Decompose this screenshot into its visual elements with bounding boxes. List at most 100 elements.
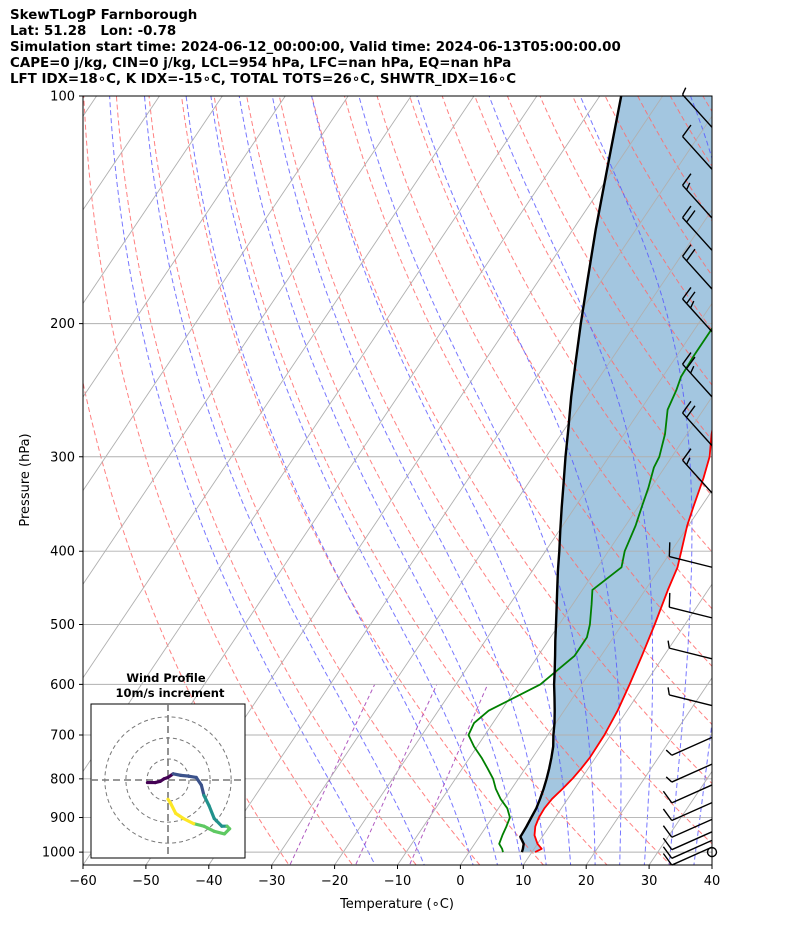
- dry-adiabat: [278, 96, 712, 845]
- title-simulation-time: Simulation start time: 2024-06-12_00:00:…: [10, 40, 621, 55]
- hodograph-trace: [168, 801, 178, 815]
- isotherm: [83, 96, 161, 211]
- barb-staff: [682, 184, 713, 219]
- wind-barb: [668, 592, 713, 619]
- barb-flag: [686, 356, 696, 370]
- x-tick-label: −20: [321, 874, 348, 889]
- isotherm: [459, 489, 712, 865]
- dry-adiabat: [778, 61, 794, 883]
- dry-adiabat: [246, 96, 672, 865]
- wind-barb: [681, 124, 713, 170]
- title-lat-lon: Lat: 51.28 Lon: -0.78: [10, 24, 177, 39]
- hodograph-trace: [207, 804, 216, 821]
- hodograph-trace: [212, 829, 227, 836]
- barb-flag: [686, 291, 696, 304]
- moist-adiabat: [210, 96, 498, 865]
- y-axis-label: Pressure (hPa): [18, 433, 33, 526]
- wind-barb: [681, 205, 713, 251]
- moist-adiabat: [358, 96, 596, 865]
- isotherm: [522, 583, 712, 865]
- y-tick-label: 200: [50, 317, 75, 332]
- temperature-line: [533, 426, 712, 853]
- dewpoint-line: [467, 327, 712, 853]
- dry-adiabat: [83, 96, 354, 865]
- barb-staff: [682, 298, 713, 333]
- dry-adiabat: [441, 96, 712, 553]
- barb-flag: [681, 400, 692, 414]
- wind-barb: [665, 763, 713, 783]
- barb-flag: [662, 790, 673, 804]
- mixing-ratio-line: [355, 684, 438, 865]
- barb-staff: [671, 736, 713, 756]
- barb-flag: [681, 173, 692, 186]
- y-tick-label: 300: [50, 450, 75, 465]
- wind-barb: [662, 846, 713, 866]
- x-tick-label: −40: [195, 874, 222, 889]
- barb-flag: [686, 248, 696, 262]
- isotherm: [334, 302, 712, 865]
- barb-flag: [689, 365, 695, 374]
- barb-staff: [682, 136, 713, 170]
- wind-barb: [681, 287, 713, 333]
- barb-staff: [671, 763, 713, 783]
- barb-staff: [671, 801, 713, 822]
- moist-adiabat: [271, 96, 547, 865]
- x-tick-label: 10: [515, 874, 532, 889]
- x-tick-label: −30: [258, 874, 285, 889]
- y-tick-label: 900: [50, 811, 75, 826]
- hodograph-trace: [202, 793, 211, 808]
- y-tick-label: 800: [50, 772, 75, 787]
- wind-barb: [681, 400, 713, 447]
- barb-flag: [662, 846, 673, 859]
- barb-staff: [671, 831, 713, 851]
- moist-adiabat: [488, 96, 654, 865]
- y-tick-label: 400: [50, 545, 75, 560]
- barb-staff: [682, 217, 713, 251]
- x-tick-label: 40: [704, 874, 721, 889]
- x-tick-label: 20: [578, 874, 595, 889]
- barb-staff: [682, 94, 713, 128]
- hodograph-trace: [166, 797, 173, 805]
- hodograph-title: Wind Profile: [126, 671, 206, 685]
- title-cape-cin: CAPE=0 j/kg, CIN=0 j/kg, LCL=954 hPa, LF…: [10, 56, 512, 71]
- moist-adiabat: [311, 96, 572, 865]
- wind-barb: [662, 784, 713, 804]
- dry-adiabat: [115, 96, 417, 865]
- barb-flag: [681, 448, 692, 461]
- barb-flag: [681, 287, 692, 300]
- parcel-line: [519, 96, 623, 853]
- wind-barb: [668, 542, 713, 568]
- isotherm: [83, 96, 286, 398]
- barb-flag: [665, 749, 673, 756]
- x-tick-label: 30: [641, 874, 658, 889]
- x-axis-label: Temperature (∘C): [339, 897, 454, 912]
- moist-adiabat: [416, 96, 622, 865]
- hodograph-subtitle: 10m/s increment: [116, 686, 225, 700]
- dry-adiabat: [604, 96, 712, 277]
- barb-staff: [671, 818, 713, 838]
- isotherm: [585, 676, 712, 865]
- isotherm: [711, 864, 712, 865]
- dry-adiabat: [343, 96, 712, 726]
- hodograph-trace: [212, 816, 224, 828]
- dry-adiabat: [409, 96, 712, 610]
- barb-staff: [682, 412, 713, 447]
- dry-adiabat: [376, 96, 712, 667]
- dry-adiabat: [747, 61, 794, 883]
- wind-barb: [662, 839, 713, 859]
- barb-flag: [667, 687, 670, 696]
- wind-barb: [662, 801, 713, 822]
- wind-barb: [662, 831, 713, 851]
- barb-staff: [669, 694, 713, 707]
- isotherm: [83, 96, 475, 679]
- parcel-shading: [520, 96, 712, 853]
- barb-flag: [686, 405, 696, 418]
- barb-flag: [681, 124, 692, 137]
- barb-flag: [662, 853, 673, 866]
- barb-staff: [669, 606, 713, 619]
- barb-flag: [685, 182, 691, 191]
- hodograph-inset: Wind Profile 10m/s increment: [90, 671, 246, 859]
- barb-staff: [671, 784, 713, 804]
- isotherm: [271, 208, 712, 865]
